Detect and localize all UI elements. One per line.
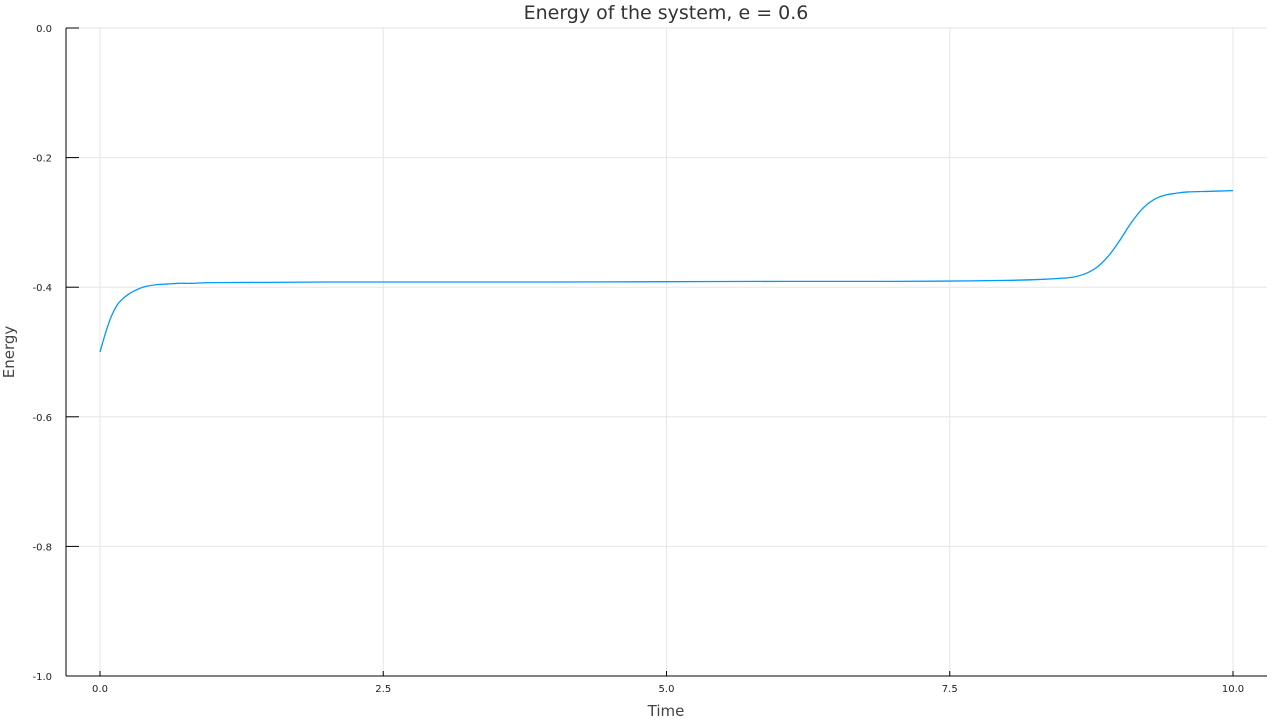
y-tick-label: -0.2 [32, 154, 52, 165]
x-tick-label: 10.0 [1222, 684, 1244, 695]
y-tick-label: -0.6 [32, 413, 52, 424]
x-tick-label: 0.0 [92, 684, 108, 695]
x-axis-label: Time [647, 702, 685, 720]
x-tick-label: 2.5 [375, 684, 391, 695]
ticks: 0.0 2.5 5.0 7.5 10.0 0.0 -0.2 -0.4 -0.6 -0.8 -1.0 [32, 24, 1244, 695]
y-tick-label: -1.0 [32, 672, 52, 683]
y-axis-label: Energy [0, 326, 18, 379]
series-line [99, 190, 1234, 353]
grid [66, 27, 1267, 677]
series-layer [99, 190, 1234, 353]
x-tick-label: 7.5 [942, 684, 958, 695]
y-tick-label: -0.4 [32, 283, 52, 294]
y-tick-label: 0.0 [36, 24, 52, 35]
y-tick-label: -0.8 [32, 542, 52, 553]
x-tick-label: 5.0 [659, 684, 675, 695]
chart-title: Energy of the system, e = 0.6 [524, 2, 809, 24]
